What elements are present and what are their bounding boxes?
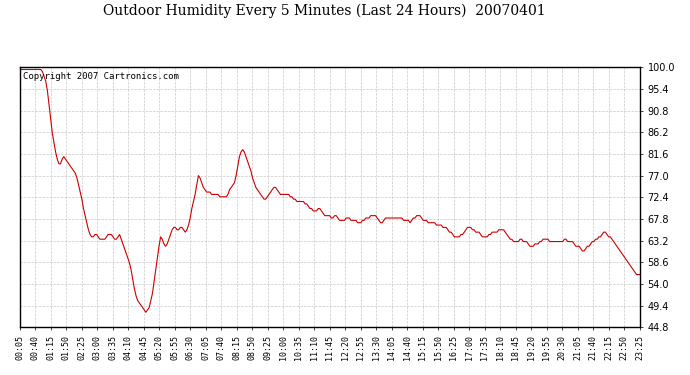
Text: Copyright 2007 Cartronics.com: Copyright 2007 Cartronics.com (23, 72, 179, 81)
Text: Outdoor Humidity Every 5 Minutes (Last 24 Hours)  20070401: Outdoor Humidity Every 5 Minutes (Last 2… (103, 4, 546, 18)
